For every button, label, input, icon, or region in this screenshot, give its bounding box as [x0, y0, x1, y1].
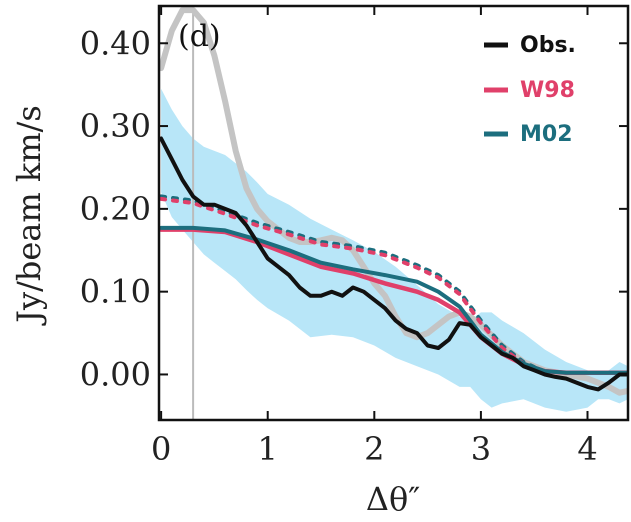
model-dotted-line [159, 196, 547, 375]
legend-item-w98: W98 [484, 78, 575, 103]
series-line-obs [159, 136, 628, 392]
x-tick-label: 2 [364, 430, 384, 468]
x-tick-label: 1 [258, 430, 278, 468]
uncertainty-band [161, 88, 628, 412]
x-axis-label: Δθ″ [366, 480, 420, 518]
x-tick-label: 4 [577, 430, 597, 468]
series-line-m02 [159, 225, 628, 375]
legend-item-m02: M02 [484, 122, 573, 147]
gray-profile-line [159, 7, 628, 396]
x-tick-label: 0 [151, 430, 171, 468]
y-axis-label: Jy/beam km/s [10, 105, 48, 326]
uncertainty-band-layer [161, 88, 628, 412]
axis-ticks: 0 1 2 3 4 0.00 0.10 0.20 0.30 0.40 [80, 6, 628, 468]
y-tick-label: 0.30 [80, 107, 151, 145]
series-layer [159, 7, 628, 396]
y-tick-label: 0.10 [80, 273, 151, 311]
y-tick-label: 0.40 [80, 24, 151, 62]
panel-label: (d) [178, 19, 221, 54]
legend: Obs. W98 M02 [484, 33, 576, 147]
legend-label-w98: W98 [520, 78, 575, 103]
plot-frame [157, 4, 630, 422]
legend-label-obs: Obs. [520, 33, 576, 58]
x-tick-label: 3 [471, 430, 491, 468]
legend-label-m02: M02 [520, 122, 573, 147]
legend-item-obs: Obs. [484, 33, 576, 58]
y-tick-label: 0.00 [80, 355, 151, 393]
y-tick-label: 0.20 [80, 190, 151, 228]
